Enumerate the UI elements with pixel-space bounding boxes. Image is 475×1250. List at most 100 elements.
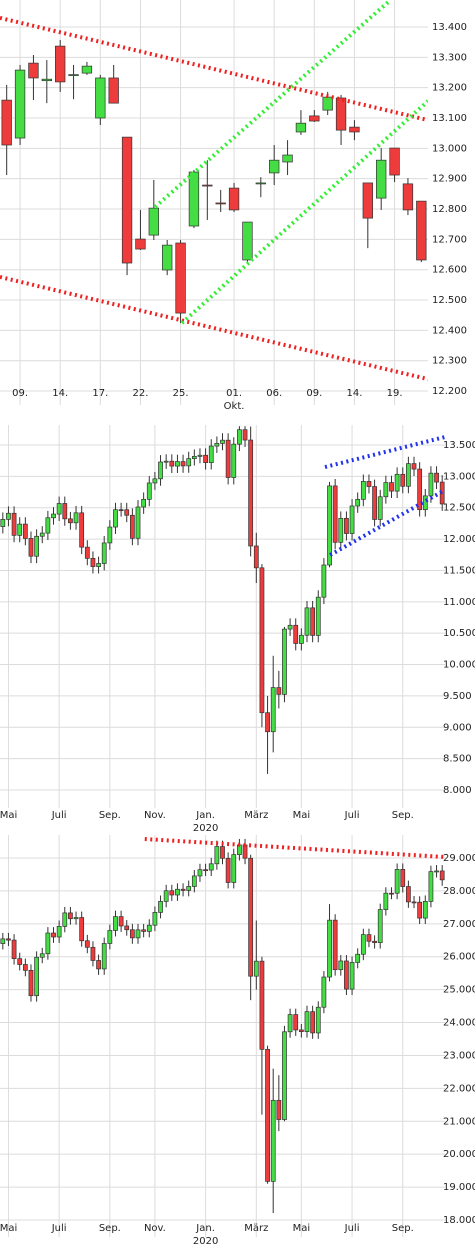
y-tick-label: 13.000 [443,471,475,482]
candle-body [41,78,52,82]
x-tick-label: Mai [293,810,311,821]
candle-body [214,846,220,865]
candle-body [208,863,214,871]
candle-body [186,458,192,467]
candle-body [11,939,17,959]
candle-body [214,443,220,447]
candle-body [259,960,265,1050]
candle-body [0,518,6,527]
candle-body [62,912,68,927]
candle-body [253,545,259,569]
trend-line [180,99,428,325]
candle-body [225,857,231,883]
x-tick-label: 22. [132,388,148,399]
candle-body [158,461,163,480]
candle-body [417,468,423,511]
candle-body [45,517,51,534]
y-tick-label: 11.500 [443,565,475,576]
candle-body [51,513,56,519]
candle-body [28,538,34,557]
y-tick-label: 13.300 [432,52,467,63]
x-tick-label: März [244,810,268,821]
candle-body [162,244,173,271]
candle-body [298,1029,304,1032]
candle-body [124,925,130,931]
candle-body [56,503,62,515]
y-tick-label: 13.100 [432,113,467,124]
candle-body [389,482,394,492]
y-tick-label: 9.500 [443,691,472,702]
y-tick-label: 25.000 [443,985,475,996]
candle-body [366,934,372,942]
candle-body [406,463,411,487]
candle-body [22,964,28,971]
candle-body [228,187,240,211]
candle-body [298,634,304,644]
x-tick-label: 17. [92,388,108,399]
y-tick-label: 10.000 [443,660,475,671]
candle-body [73,512,79,524]
candle-body [208,445,214,463]
y-tick-label: 26.000 [443,952,475,963]
candle-body [73,917,79,920]
candle-body [175,461,180,467]
candle-body [389,892,394,895]
candle-body [349,962,355,990]
candle-body [255,182,266,185]
y-tick-label: 29.000 [443,853,475,864]
y-tick-label: 12.500 [432,295,467,306]
candle-body [56,926,62,938]
candle-body [360,934,366,955]
candle-body [349,126,360,133]
candle-body [6,938,11,941]
y-tick-label: 19.000 [443,1182,475,1193]
y-tick-label: 12.800 [432,204,467,215]
candle-body [101,542,107,564]
candle-body [17,958,23,965]
y-tick-label: 9.000 [443,722,472,733]
candle-body [270,687,276,733]
candle-body [411,463,417,470]
y-tick-label: 28.000 [443,886,475,897]
x-tick-label: Mai [293,1223,311,1234]
candle-body [439,870,445,881]
candle-body [188,171,200,227]
candle-body [377,496,383,520]
candle-body [259,567,265,714]
candle-body [332,919,338,971]
candle-body [146,482,152,500]
candle-body [124,509,130,516]
candle-body [34,956,39,997]
candle-body [400,473,406,487]
candle-body [113,916,118,931]
x-tick-label: 06. [266,388,282,399]
x-tick-label: Sep. [99,810,121,821]
candle-body [1,99,12,146]
y-tick-label: 24.000 [443,1018,475,1029]
x-tick-label: Jan. [195,810,215,821]
candle-body [321,564,327,598]
y-tick-label: 20.000 [443,1149,475,1160]
candle-body [293,624,299,644]
candle-body [152,478,158,484]
candle-body [107,930,113,944]
x-tick-label: Jan. [195,1223,215,1234]
candle-body [304,1011,310,1032]
y-tick-label: 12.600 [432,265,467,276]
y-tick-label: 12.700 [432,234,467,245]
candle-body [332,485,338,543]
candle-body [248,857,254,977]
x-tick-label: 14. [52,388,68,399]
x-tick-label: Mai [0,810,17,821]
candle-body [265,1048,270,1182]
y-tick-label: 12.200 [432,386,467,397]
x-tick-label: Juli [344,1223,360,1234]
candle-body [95,77,106,119]
candle-body [422,495,428,511]
candle-body [28,62,39,79]
y-tick-label: 12.900 [432,174,467,185]
x-tick-label: Juli [51,810,67,821]
trend-line [324,435,445,469]
y-tick-label: 8.000 [443,785,472,796]
candle-body [321,976,327,1008]
